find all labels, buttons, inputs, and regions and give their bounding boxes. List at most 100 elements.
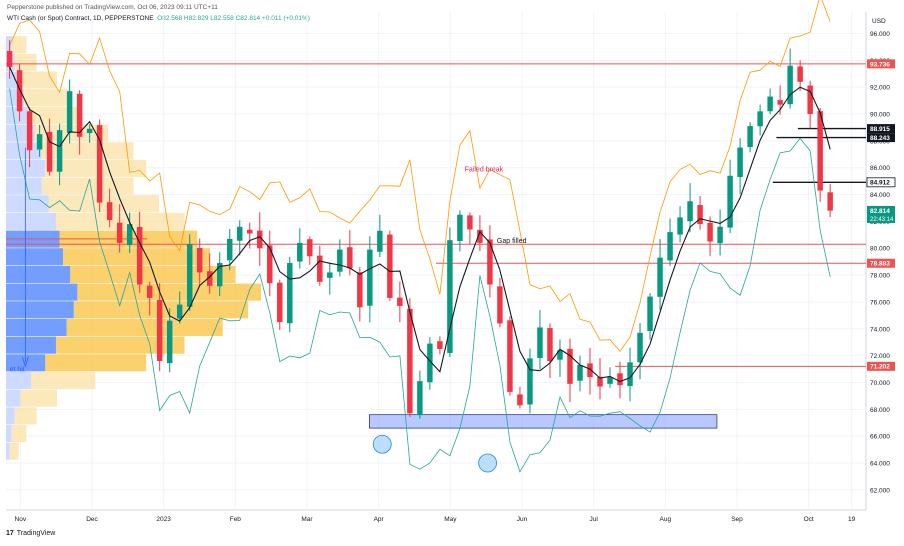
highlight-circle	[478, 453, 498, 473]
time-tick-label: Apr	[374, 516, 385, 523]
candle-body	[767, 96, 773, 112]
candle-body	[587, 363, 593, 378]
volume-profile-bar	[14, 407, 37, 425]
volume-profile-bar	[63, 248, 211, 266]
candle-body	[307, 239, 313, 257]
volume-profile-bar	[6, 142, 42, 160]
candle-body	[16, 70, 23, 112]
time-tick-label: May	[444, 516, 457, 523]
volume-profile-bar	[11, 424, 27, 443]
candle-body	[407, 308, 413, 414]
candle-body	[46, 131, 53, 172]
candle-body	[787, 65, 793, 105]
candle-body	[557, 350, 563, 360]
candle-body	[357, 272, 363, 308]
countdown-label: 22:43:14	[870, 217, 894, 223]
volume-profile-bar	[6, 265, 71, 283]
candle-body	[567, 348, 573, 384]
candle-body	[156, 300, 163, 362]
symbol-info: WTI Cash (or Spot) Contract, 1D, PEPPERS…	[7, 15, 310, 22]
candle-body	[547, 328, 553, 362]
candle-body	[597, 376, 603, 387]
volume-profile-bar	[6, 336, 56, 354]
volume-profile-bar	[20, 71, 58, 89]
candle-body	[196, 247, 203, 273]
candle-body	[667, 232, 673, 261]
price-tag	[867, 361, 895, 371]
volume-profile-bar	[45, 354, 147, 372]
candle-body	[6, 50, 13, 68]
published-header: Pepperstone published on TradingView.com…	[7, 4, 218, 11]
price-tick-label: 66.000	[870, 434, 890, 441]
candle-body	[337, 249, 343, 272]
candle-body	[176, 304, 183, 319]
volume-profile-bar	[14, 53, 37, 71]
candle-body	[457, 214, 463, 241]
candle-body	[227, 238, 233, 261]
volume-profile-bar	[30, 371, 96, 390]
candle-body	[267, 245, 273, 284]
candle-body	[617, 373, 623, 386]
candle-body	[217, 263, 223, 287]
ohlc-values: O82.568 H82.829 L82.558 C82.814 +0.011 (…	[157, 15, 310, 22]
candle-body	[697, 205, 703, 225]
candle-body	[76, 93, 83, 137]
candle-body	[657, 257, 663, 297]
candle-body	[26, 111, 33, 151]
candle-body	[467, 215, 473, 230]
price-tag-label: 88.243	[870, 135, 890, 142]
support-zone-rect	[369, 414, 718, 429]
candle-body	[477, 229, 483, 243]
candle-body	[317, 255, 323, 282]
price-tag-label: 78.883	[870, 261, 890, 268]
volume-profile-bar	[11, 36, 27, 54]
time-tick-label: Nov	[15, 516, 27, 523]
price-tick-label: 68.000	[870, 407, 890, 414]
price-tick-label: 62.000	[870, 487, 890, 494]
candle-body	[797, 66, 803, 82]
time-tick-label: Mar	[301, 516, 313, 523]
volume-profile-bar	[6, 354, 46, 372]
candle-body	[687, 201, 693, 222]
candle-body	[677, 217, 683, 235]
highlight-circle	[372, 434, 392, 454]
price-tag-label: 93.736	[870, 61, 890, 68]
candle-body	[56, 130, 63, 172]
price-tick-label: 78.000	[870, 273, 890, 280]
volume-profile-bar	[6, 248, 64, 266]
time-tick-label: 2023	[156, 516, 171, 523]
price-axis: 96.00094.00092.00090.00088.00086.00084.0…	[866, 31, 896, 494]
candle-body	[707, 222, 713, 242]
volume-profile-bar	[48, 195, 160, 213]
symbol-title[interactable]: WTI Cash (or Spot) Contract, 1D, PEPPERS…	[7, 15, 154, 22]
price-tick-label: 64.000	[870, 461, 890, 468]
arrow-head-icon	[21, 356, 29, 368]
volume-profile-bar	[6, 106, 28, 124]
candle-body	[136, 226, 143, 285]
time-axis: Nov Dec 2023 Feb Mar Apr May Jun Jul Aug Sep Oct 19	[15, 516, 856, 523]
candle-body	[757, 111, 763, 127]
candle-body	[627, 362, 633, 387]
time-tick-label: Aug	[660, 516, 672, 523]
time-tick-label: Sep	[731, 516, 743, 523]
candle-body	[146, 285, 153, 298]
volume-profile-bar	[77, 283, 262, 301]
currency-label: USD	[872, 18, 886, 25]
ma-line	[9, 66, 831, 383]
price-tag-label: 71.202	[870, 364, 890, 371]
footer: 17 TradingView	[6, 530, 55, 537]
volume-profile-bar	[20, 389, 58, 407]
brand-name: TradingView	[16, 530, 56, 537]
volume-profile-bar	[6, 442, 10, 460]
volume-profile-bar	[6, 389, 21, 407]
candle-body	[86, 128, 93, 134]
candle-body	[537, 327, 543, 358]
price-tick-label: 70.000	[870, 380, 890, 387]
candle-body	[637, 332, 643, 363]
moving-average	[9, 66, 831, 383]
candle-body	[327, 272, 333, 278]
candle-body	[497, 286, 503, 324]
candle-body	[116, 222, 123, 243]
volume-profile-bar	[6, 318, 67, 337]
